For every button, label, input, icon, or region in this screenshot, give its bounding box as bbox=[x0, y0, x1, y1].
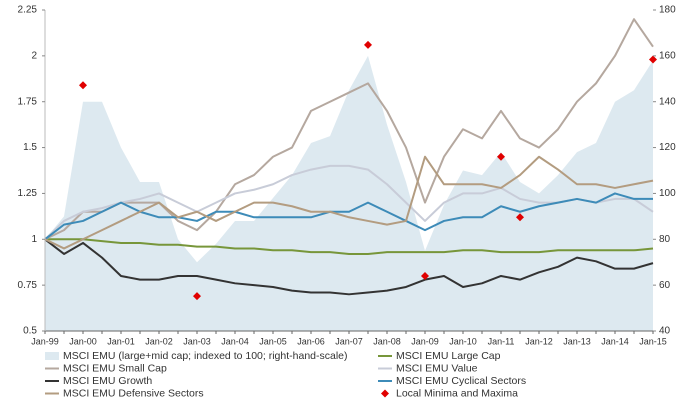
y-tick-label: 2 bbox=[31, 50, 37, 61]
legend-label: MSCI EMU Small Cap bbox=[63, 362, 167, 374]
area bbox=[45, 55, 653, 331]
line bbox=[45, 238, 654, 255]
line bbox=[44, 18, 654, 241]
y2-tick-label: 80 bbox=[659, 234, 671, 245]
line bbox=[44, 155, 654, 250]
x-tick-label: Jan-07 bbox=[335, 336, 363, 346]
y2-tick-label: 160 bbox=[659, 50, 676, 61]
x-tick-label: Jan-10 bbox=[449, 336, 477, 346]
legend-label: MSCI EMU (large+mid cap; indexed to 100;… bbox=[63, 350, 348, 362]
x-tick-label: Jan-15 bbox=[639, 336, 667, 346]
marker bbox=[497, 152, 505, 161]
x-tick-label: Jan-00 bbox=[69, 336, 97, 346]
y-tick-label: 1.75 bbox=[18, 96, 38, 107]
legend-label: MSCI EMU Cyclical Sectors bbox=[396, 375, 526, 387]
legend-swatch bbox=[45, 352, 59, 360]
marker bbox=[516, 213, 524, 222]
legend-label: MSCI EMU Growth bbox=[63, 375, 152, 387]
y-tick-label: 1 bbox=[31, 234, 37, 245]
x-tick-label: Jan-14 bbox=[601, 336, 629, 346]
x-tick-label: Jan-04 bbox=[221, 336, 249, 346]
y-tick-label: 0.5 bbox=[23, 326, 37, 337]
x-tick-label: Jan-03 bbox=[183, 336, 211, 346]
y2-tick-label: 180 bbox=[659, 5, 676, 16]
x-tick-label: Jan-05 bbox=[259, 336, 287, 346]
legend-label: Local Minima and Maxima bbox=[396, 387, 518, 399]
legend-label: MSCI EMU Large Cap bbox=[396, 350, 501, 362]
y2-tick-label: 60 bbox=[659, 280, 671, 291]
x-tick-label: Jan-02 bbox=[145, 336, 173, 346]
x-tick-label: Jan-12 bbox=[525, 336, 553, 346]
x-tick-label: Jan-08 bbox=[373, 336, 401, 346]
line bbox=[44, 164, 654, 241]
y-tick-label: 1.5 bbox=[23, 142, 37, 153]
legend-swatch bbox=[381, 389, 389, 398]
x-tick-label: Jan-01 bbox=[107, 336, 135, 346]
x-tick-label: Jan-09 bbox=[411, 336, 439, 346]
y2-tick-label: 40 bbox=[659, 326, 671, 337]
legend-label: MSCI EMU Value bbox=[396, 362, 478, 374]
marker bbox=[649, 55, 657, 64]
legend-label: MSCI EMU Defensive Sectors bbox=[63, 387, 204, 399]
y-tick-label: 1.25 bbox=[18, 188, 38, 199]
y2-tick-label: 120 bbox=[659, 142, 676, 153]
marker bbox=[193, 292, 201, 301]
marker bbox=[421, 271, 429, 280]
x-tick-label: Jan-13 bbox=[563, 336, 591, 346]
y2-tick-label: 100 bbox=[659, 188, 676, 199]
x-tick-label: Jan-06 bbox=[297, 336, 325, 346]
y2-tick-label: 140 bbox=[659, 96, 676, 107]
line bbox=[44, 192, 653, 241]
y-tick-label: 2.25 bbox=[18, 5, 38, 16]
x-tick-label: Jan-11 bbox=[488, 336, 515, 346]
marker bbox=[79, 81, 87, 90]
marker bbox=[364, 40, 372, 49]
x-tick-label: Jan-99 bbox=[31, 336, 59, 346]
line bbox=[44, 238, 654, 296]
y-tick-label: 0.75 bbox=[18, 280, 38, 291]
